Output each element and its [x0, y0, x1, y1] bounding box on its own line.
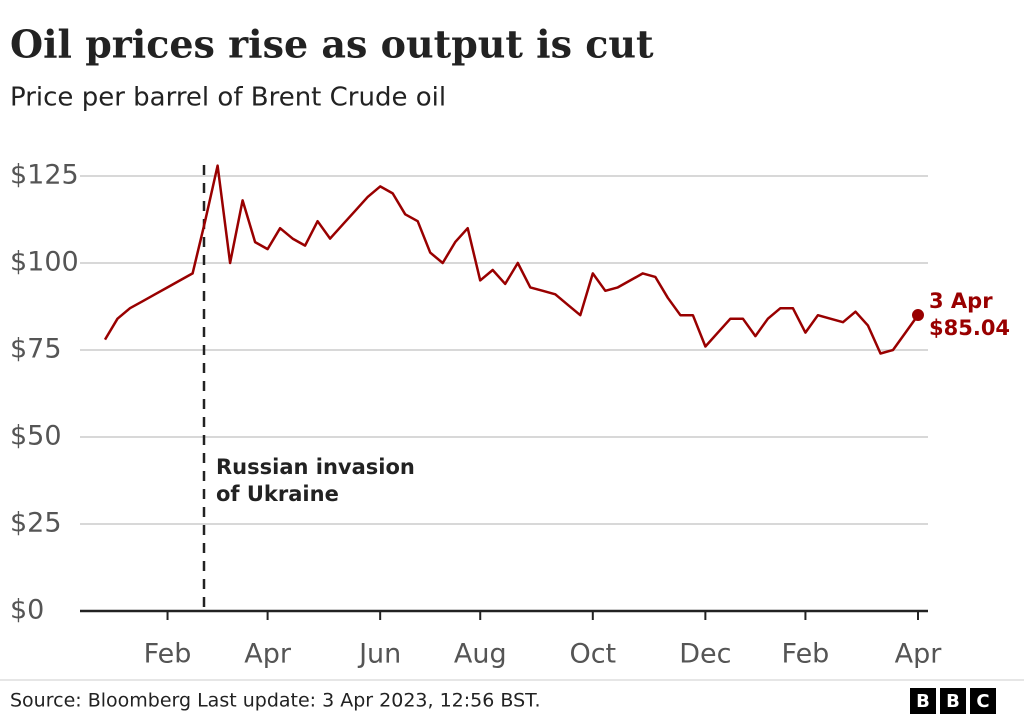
x-tick-label: Feb: [782, 639, 830, 670]
price-line: [103, 164, 920, 355]
x-tick-label: Apr: [244, 639, 292, 670]
logo-block: [940, 688, 966, 714]
annotation: of Ukraine: [216, 482, 339, 506]
x-tick-label: Oct: [569, 639, 616, 670]
x-tick-label: Feb: [144, 639, 192, 670]
chart-subtitle: Price per barrel of Brent Crude oil: [10, 83, 446, 113]
y-tick-label: $25: [10, 508, 62, 539]
y-tick-label: $75: [10, 334, 62, 365]
logo-block: [970, 688, 996, 714]
y-tick-label: $100: [10, 247, 79, 278]
x-tick-label: Jun: [357, 639, 401, 670]
y-tick-label: $125: [10, 160, 79, 191]
annotation: Russian invasion: [216, 455, 415, 479]
chart-title: Oil prices rise as output is cut: [10, 22, 654, 67]
x-tick-label: Dec: [679, 639, 731, 670]
logo-block: [910, 688, 936, 714]
end-label-value: $85.04: [929, 316, 1010, 340]
logo-letter: C: [976, 691, 989, 712]
logo-letter: B: [916, 691, 930, 712]
end-marker: [912, 309, 924, 322]
end-label-date: 3 Apr: [929, 289, 993, 313]
y-tick-label: $50: [10, 421, 62, 452]
logo-letter: B: [946, 691, 960, 712]
x-tick-label: Aug: [454, 639, 507, 670]
x-tick-label: Apr: [895, 639, 943, 670]
y-tick-label: $0: [10, 595, 44, 626]
source: Source: Bloomberg Last update: 3 Apr 202…: [10, 690, 541, 712]
